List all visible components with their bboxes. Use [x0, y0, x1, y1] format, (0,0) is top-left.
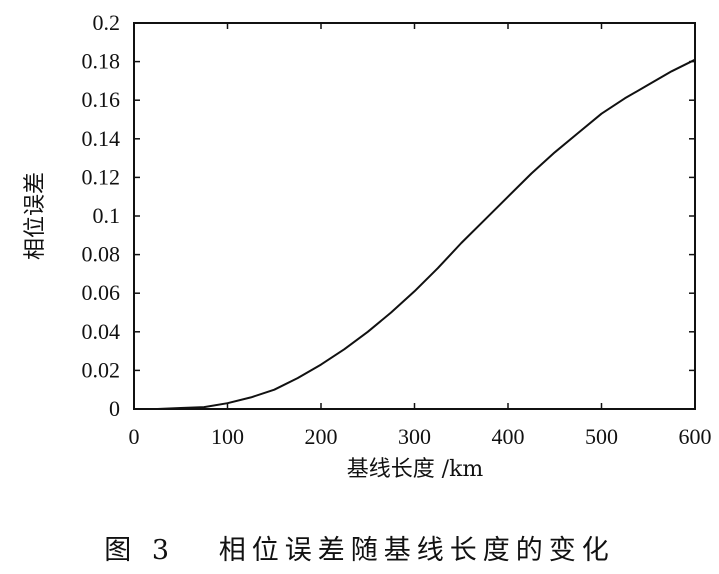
series-group	[134, 58, 696, 410]
y-tick-label: 0.1	[93, 203, 121, 228]
y-tick-label: 0.08	[82, 242, 121, 267]
y-tick-label: 0.04	[82, 319, 121, 344]
y-tick-label: 0	[109, 396, 120, 421]
y-tick-label: 0.12	[82, 164, 121, 189]
x-axis-ticks: 0 100 200 300 400 500 600	[129, 23, 712, 449]
series-line	[134, 58, 696, 410]
x-tick-label: 200	[305, 424, 338, 449]
y-tick-label: 0.02	[82, 357, 121, 382]
y-tick-label: 0.06	[82, 280, 121, 305]
chart: 00.020.040.060.080.10.120.140.160.180.2 …	[23, 10, 712, 482]
x-tick-label: 0	[129, 424, 140, 449]
y-tick-label: 0.18	[82, 49, 121, 74]
figure-caption: 图 3 相位误差随基线长度的变化	[104, 535, 615, 566]
x-tick-label: 500	[585, 424, 618, 449]
y-axis-ticks: 0 0.02 0.04 0.06 0.08 0.1 0.12 0.14 0.16 0.18 0.2	[82, 10, 695, 421]
y-axis-title: 相位误差	[23, 172, 48, 260]
y-tick-label: 0.14	[82, 126, 121, 151]
x-axis-title: 基线长度 /km	[347, 457, 484, 482]
x-tick-label: 400	[492, 424, 525, 449]
x-tick-label: 300	[398, 424, 431, 449]
y-tick-label: 0.16	[82, 87, 121, 112]
y-tick-label: 0.2	[93, 10, 121, 35]
x-tick-label: 100	[211, 424, 244, 449]
x-tick-label: 600	[679, 424, 712, 449]
plot-frame	[133, 22, 696, 410]
